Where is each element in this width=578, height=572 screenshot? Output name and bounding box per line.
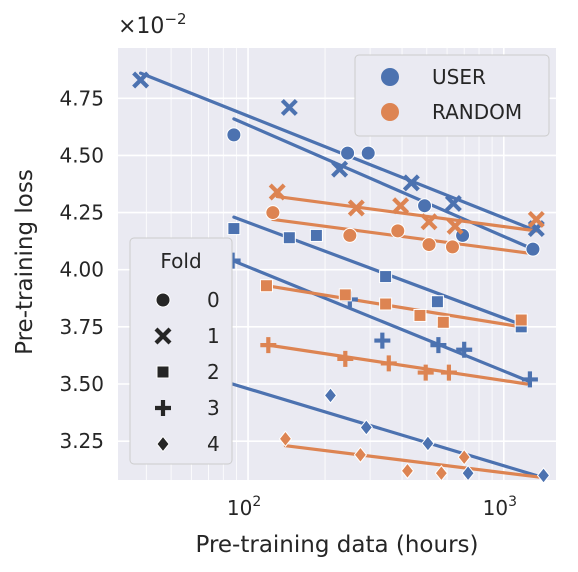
- point-user-fold-1: [132, 71, 150, 89]
- legend-label-fold-3: 3: [207, 396, 220, 420]
- point-user-fold-4: [421, 435, 435, 452]
- point-user-fold-0: [226, 127, 242, 143]
- point-user-fold-2: [309, 228, 323, 242]
- point-random-fold-3: [337, 350, 354, 367]
- point-user-fold-2: [430, 295, 444, 309]
- point-user-fold-1: [280, 98, 298, 116]
- legend-label-random: RANDOM: [432, 100, 522, 124]
- fit-line-random-fold-1: [275, 194, 538, 233]
- point-random-fold-2: [514, 313, 528, 327]
- fit-line-random-fold-4: [283, 444, 546, 480]
- point-random-fold-0: [421, 237, 437, 253]
- y-multiplier: ×10−2: [118, 10, 187, 39]
- fit-line-random-fold-3: [266, 343, 529, 386]
- point-user-fold-2: [379, 270, 393, 284]
- point-random-fold-3: [440, 364, 457, 381]
- point-user-fold-2: [282, 231, 296, 245]
- point-random-fold-1: [446, 217, 464, 235]
- point-random-fold-3: [260, 337, 277, 354]
- data-points: [132, 71, 551, 484]
- y-axis-label: Pre-training loss: [12, 169, 38, 355]
- y-tick-label: 4.25: [59, 201, 104, 225]
- point-random-fold-3: [417, 364, 434, 381]
- point-random-fold-1: [268, 183, 286, 201]
- point-random-fold-0: [444, 239, 460, 255]
- point-random-fold-3: [380, 355, 397, 372]
- fit-line-user-fold-2: [232, 215, 523, 327]
- legend-marker-fold-1: [154, 327, 172, 345]
- point-random-fold-1: [347, 199, 365, 217]
- y-tick-label: 3.25: [59, 429, 104, 453]
- legend-marker-fold-0: [155, 292, 171, 308]
- point-random-fold-2: [259, 279, 273, 293]
- legend-marker-fold-3: [155, 400, 171, 416]
- point-user-fold-4: [359, 419, 373, 436]
- point-random-fold-0: [265, 205, 281, 221]
- fit-line-user-fold-3: [231, 258, 532, 384]
- point-user-fold-1: [402, 174, 420, 192]
- fit-line-random-fold-2: [264, 284, 523, 329]
- point-user-fold-3: [521, 371, 538, 388]
- legend-label-fold-2: 2: [207, 360, 220, 384]
- point-random-fold-2: [338, 288, 352, 302]
- y-tick-label: 4.50: [59, 143, 104, 167]
- legend-marker-user: [381, 68, 399, 86]
- style-legend: Fold 0 1 2 3 4: [129, 237, 233, 465]
- x-tick-label: 102: [227, 494, 261, 520]
- legend-marker-fold-4: [156, 435, 170, 453]
- point-random-fold-2: [413, 308, 427, 322]
- y-tick-labels: 3.25 3.50 3.75 4.00 4.25 4.50 4.75: [59, 86, 104, 453]
- y-tick-label: 4.75: [59, 86, 104, 110]
- point-random-fold-0: [342, 227, 358, 243]
- point-user-fold-1: [444, 194, 462, 212]
- point-user-fold-2: [227, 222, 241, 236]
- point-user-fold-0: [525, 241, 541, 257]
- point-user-fold-1: [331, 160, 349, 178]
- legend-marker-random: [381, 103, 399, 121]
- point-user-fold-3: [430, 337, 447, 354]
- point-user-fold-0: [360, 145, 376, 161]
- point-random-fold-4: [434, 464, 449, 482]
- point-random-fold-2: [436, 315, 450, 329]
- x-tick-label: 103: [483, 494, 517, 520]
- point-random-fold-1: [527, 210, 545, 228]
- point-random-fold-4: [353, 446, 368, 464]
- point-user-fold-4: [461, 464, 475, 482]
- point-random-fold-1: [392, 197, 410, 215]
- legend-label-fold-0: 0: [207, 288, 220, 312]
- point-user-fold-3: [374, 332, 391, 349]
- y-tick-label: 3.75: [59, 315, 104, 339]
- point-user-fold-4: [323, 387, 338, 404]
- x-tick-labels: 102 103: [227, 494, 517, 520]
- y-tick-label: 3.50: [59, 372, 104, 396]
- legend-marker-fold-2: [156, 365, 170, 379]
- point-random-fold-2: [379, 297, 393, 311]
- fit-line-random-fold-0: [271, 217, 535, 256]
- legend-label-user: USER: [432, 65, 486, 89]
- x-axis-label: Pre-training data (hours): [195, 532, 478, 558]
- y-tick-label: 4.00: [59, 258, 104, 282]
- point-random-fold-4: [457, 448, 471, 466]
- point-user-fold-0: [340, 145, 356, 161]
- point-user-fold-0: [417, 198, 433, 214]
- point-user-fold-3: [456, 341, 473, 358]
- point-random-fold-1: [420, 213, 438, 231]
- point-random-fold-0: [390, 223, 406, 239]
- point-user-fold-4: [536, 467, 551, 484]
- legend-label-fold-4: 4: [207, 432, 220, 456]
- legend-label-fold-1: 1: [207, 324, 220, 348]
- point-random-fold-4: [278, 430, 293, 448]
- point-random-fold-4: [400, 462, 415, 480]
- hue-legend: USER RANDOM: [354, 54, 550, 137]
- hue-legend-frame: [354, 54, 550, 137]
- fit-line-user-fold-1: [139, 71, 538, 233]
- fit-line-user-fold-0: [232, 117, 535, 251]
- style-legend-title: Fold: [160, 249, 201, 273]
